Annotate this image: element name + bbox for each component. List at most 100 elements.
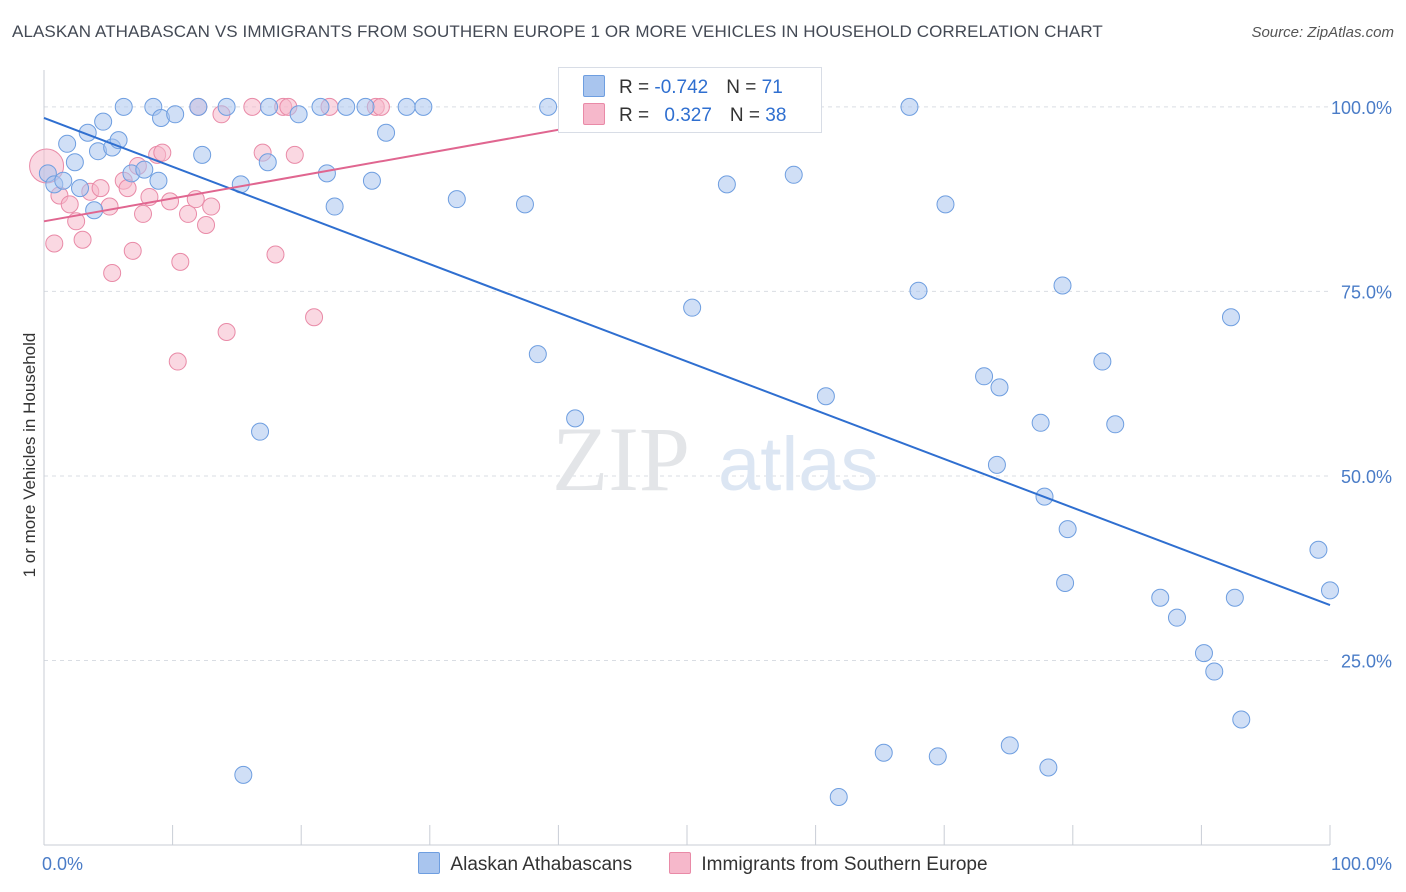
legend-r-value: 0.327 xyxy=(664,105,712,126)
data-point-pink xyxy=(243,97,262,116)
data-point-blue xyxy=(1053,276,1072,295)
data-point-blue xyxy=(900,97,919,116)
data-point-pink xyxy=(171,252,190,271)
data-point-blue xyxy=(987,455,1006,474)
data-point-blue xyxy=(447,190,466,209)
source-label: Source: ZipAtlas.com xyxy=(1251,24,1394,41)
data-point-blue xyxy=(936,195,955,214)
trend-line-blue xyxy=(43,117,1331,607)
data-point-blue xyxy=(1000,736,1019,755)
data-point-blue xyxy=(58,134,77,153)
data-point-pink xyxy=(123,241,142,260)
data-point-blue xyxy=(317,164,336,183)
data-point-blue xyxy=(1309,540,1328,559)
chart-title: ALASKAN ATHABASCAN VS IMMIGRANTS FROM SO… xyxy=(12,22,1103,41)
data-point-pink xyxy=(153,143,172,162)
watermark-atlas: atlas xyxy=(718,422,879,507)
data-point-blue xyxy=(539,97,558,116)
data-point-blue xyxy=(337,97,356,116)
watermark: ZIP atlas xyxy=(552,408,879,510)
legend-swatch-pink xyxy=(669,852,692,874)
data-point-blue xyxy=(528,345,547,364)
data-point-pink xyxy=(202,197,221,216)
data-point-blue xyxy=(1058,520,1077,539)
data-point-blue xyxy=(1221,308,1240,327)
data-point-blue xyxy=(377,123,396,142)
data-point-blue xyxy=(85,201,104,220)
legend-item-immigrants-southern-europe: Immigrants from Southern Europe xyxy=(669,852,988,876)
data-point-blue xyxy=(258,153,277,172)
data-point-blue xyxy=(566,409,585,428)
legend-r-label: R = xyxy=(619,105,655,126)
data-point-blue xyxy=(251,422,270,441)
data-point-blue xyxy=(65,153,84,172)
legend-swatch-blue xyxy=(418,852,441,874)
data-point-blue xyxy=(683,298,702,317)
correlation-legend: R = -0.742 N = 71 R = 0.327 N = 38 xyxy=(558,67,822,133)
data-point-blue xyxy=(975,367,994,386)
data-point-blue xyxy=(1093,352,1112,371)
y-tick-label: 100.0% xyxy=(1331,98,1392,118)
tick-labels: 25.0% 50.0% 75.0% 100.0% 0.0% 100.0% xyxy=(42,98,1392,874)
data-point-blue xyxy=(1321,581,1339,600)
legend-row-pink: R = 0.327 N = 38 xyxy=(583,103,786,129)
data-point-blue xyxy=(874,743,893,762)
legend-swatch-blue xyxy=(583,75,605,97)
data-point-blue xyxy=(189,97,208,116)
y-tick-label: 25.0% xyxy=(1341,651,1392,671)
data-point-blue xyxy=(1056,573,1075,592)
data-point-pink xyxy=(103,263,122,282)
y-tick-label: 75.0% xyxy=(1341,282,1392,302)
legend-n-value: 71 xyxy=(761,77,783,98)
data-point-blue xyxy=(1039,758,1058,777)
data-point-blue xyxy=(1205,662,1224,681)
data-point-blue xyxy=(1225,588,1244,607)
data-point-blue xyxy=(54,171,73,190)
y-tick-label: 50.0% xyxy=(1341,467,1392,487)
data-point-blue xyxy=(217,97,236,116)
data-point-blue xyxy=(1151,588,1170,607)
data-point-pink xyxy=(371,97,390,116)
data-point-blue xyxy=(397,97,416,116)
data-point-blue xyxy=(71,179,90,198)
legend-n-value: 38 xyxy=(765,105,787,126)
data-point-blue xyxy=(356,97,375,116)
data-point-blue xyxy=(1167,608,1186,627)
data-point-blue xyxy=(114,97,133,116)
y-axis-label: 1 or more Vehicles in Household xyxy=(20,333,39,578)
data-point-blue xyxy=(990,378,1009,397)
blue-series-points xyxy=(38,97,1339,807)
data-point-blue xyxy=(1106,415,1125,434)
legend-label: Immigrants from Southern Europe xyxy=(701,854,988,875)
data-point-blue xyxy=(289,105,308,124)
data-point-pink xyxy=(100,197,119,216)
legend-n-label: N = xyxy=(729,105,766,126)
series-legend: Alaskan Athabascans Immigrants from Sout… xyxy=(0,852,1406,876)
data-point-blue xyxy=(135,160,154,179)
data-point-pink xyxy=(161,192,180,211)
data-point-blue xyxy=(816,387,835,406)
data-point-blue xyxy=(414,97,433,116)
data-point-pink xyxy=(179,204,198,223)
data-point-blue xyxy=(193,145,212,164)
data-point-pink xyxy=(91,179,110,198)
data-point-blue xyxy=(909,281,928,300)
data-point-blue xyxy=(260,97,279,116)
legend-label: Alaskan Athabascans xyxy=(450,854,633,875)
axes xyxy=(43,70,1331,846)
pink-series-points xyxy=(29,97,390,371)
data-point-blue xyxy=(829,788,848,807)
legend-r-value: -0.742 xyxy=(654,77,709,98)
data-point-blue xyxy=(784,165,803,184)
legend-row-blue: R = -0.742 N = 71 xyxy=(583,75,783,101)
data-point-pink xyxy=(305,308,324,327)
legend-item-alaskan-athabascans: Alaskan Athabascans xyxy=(418,852,632,876)
data-point-blue xyxy=(1194,644,1213,663)
data-point-blue xyxy=(1031,413,1050,432)
x-tick-label: 0.0% xyxy=(42,854,83,874)
data-point-pink xyxy=(45,234,64,253)
data-point-pink xyxy=(217,323,236,342)
data-point-pink xyxy=(134,204,153,223)
data-point-blue xyxy=(928,747,947,766)
